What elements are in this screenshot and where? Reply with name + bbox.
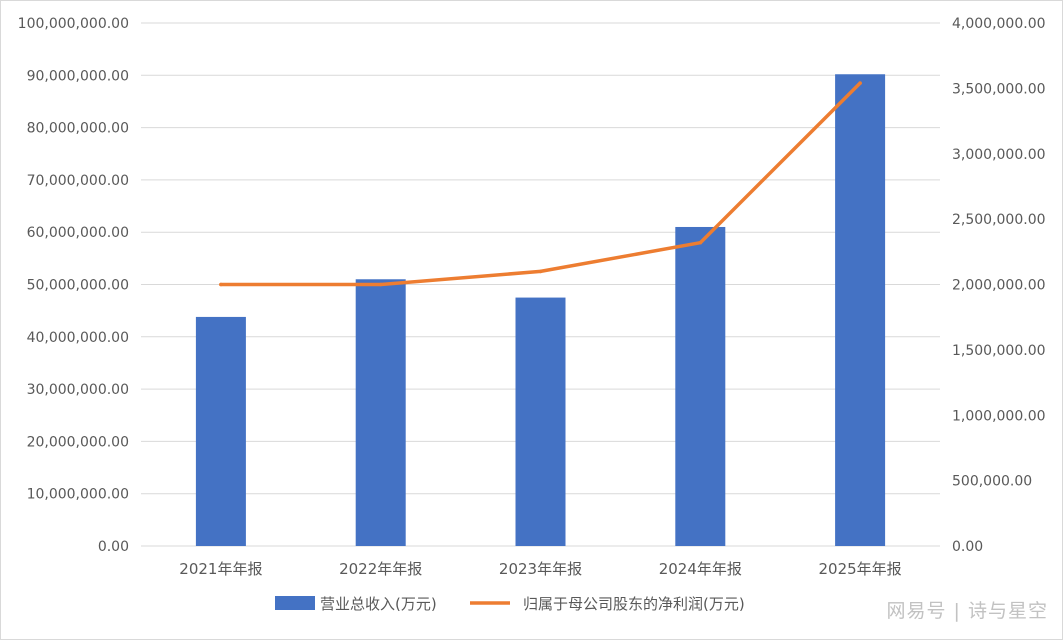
watermark: 网易号 | 诗与星空 — [886, 600, 1048, 622]
right-tick-label: 2,000,000.00 — [952, 278, 1046, 294]
left-tick-label: 0.00 — [98, 539, 129, 555]
line-point — [538, 269, 543, 274]
line-series — [219, 81, 862, 287]
right-tick-label: 3,000,000.00 — [952, 147, 1046, 163]
bar — [515, 297, 566, 546]
x-tick-label: 2024年年报 — [659, 560, 742, 578]
line-point — [219, 282, 223, 287]
legend-label-line: 归属于母公司股东的净利润(万元) — [523, 595, 745, 613]
right-tick-label: 0.00 — [952, 539, 983, 555]
left-tick-label: 90,000,000.00 — [27, 68, 129, 84]
bar — [195, 316, 246, 546]
x-tick-label: 2021年年报 — [179, 560, 262, 578]
left-axis-ticks: 0.00 10,000,000.00 20,000,000.00 30,000,000… — [18, 16, 129, 555]
bar — [675, 226, 726, 546]
x-axis-ticks: 2021年年报 2022年年报 2023年年报 2024年年报 2025年年报 — [179, 560, 901, 578]
right-tick-label: 2,500,000.00 — [952, 212, 1046, 228]
line-path — [219, 81, 862, 287]
right-tick-label: 3,500,000.00 — [952, 81, 1046, 97]
bar — [835, 74, 886, 546]
bar — [355, 279, 406, 546]
left-tick-label: 20,000,000.00 — [27, 434, 129, 450]
right-tick-label: 1,500,000.00 — [952, 343, 1046, 359]
left-tick-label: 10,000,000.00 — [27, 487, 129, 503]
legend: 营业总收入(万元) 归属于母公司股东的净利润(万元) — [275, 595, 745, 613]
right-axis-ticks: 0.00 500,000.00 1,000,000.00 1,500,000.00 2,… — [952, 16, 1046, 555]
x-tick-label: 2025年年报 — [819, 560, 902, 578]
bar-series — [195, 74, 886, 546]
left-tick-label: 100,000,000.00 — [18, 16, 129, 32]
legend-label-bar: 营业总收入(万元) — [320, 595, 437, 613]
right-tick-label: 4,000,000.00 — [952, 16, 1046, 32]
line-point — [378, 282, 383, 287]
x-tick-label: 2022年年报 — [339, 560, 422, 578]
x-tick-label: 2023年年报 — [499, 560, 582, 578]
left-tick-label: 50,000,000.00 — [27, 278, 129, 294]
left-tick-label: 60,000,000.00 — [27, 225, 129, 241]
line-point — [698, 240, 703, 245]
left-tick-label: 30,000,000.00 — [27, 382, 129, 398]
left-tick-label: 40,000,000.00 — [27, 330, 129, 346]
right-tick-label: 1,000,000.00 — [952, 408, 1046, 424]
left-tick-label: 70,000,000.00 — [27, 173, 129, 189]
left-tick-label: 80,000,000.00 — [27, 121, 129, 137]
legend-swatch-bar — [275, 596, 315, 610]
right-tick-label: 500,000.00 — [952, 474, 1032, 490]
line-point — [858, 81, 862, 85]
